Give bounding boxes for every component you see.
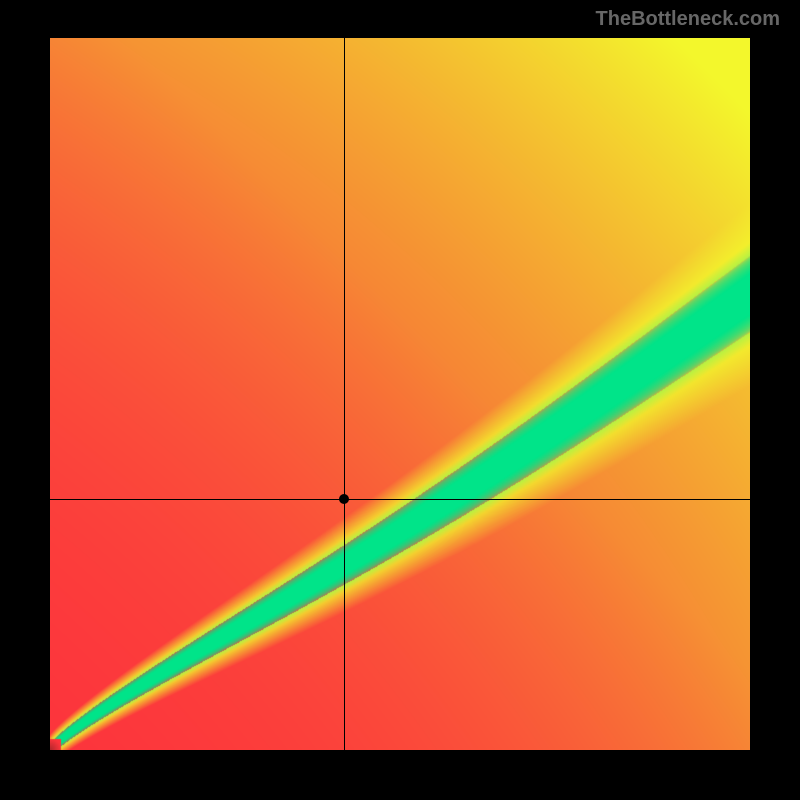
heatmap-plot <box>50 38 750 750</box>
crosshair-marker <box>339 494 349 504</box>
heatmap-canvas <box>50 38 750 750</box>
crosshair-vertical <box>344 38 345 750</box>
crosshair-horizontal <box>50 499 750 500</box>
watermark-text: TheBottleneck.com <box>596 8 780 31</box>
